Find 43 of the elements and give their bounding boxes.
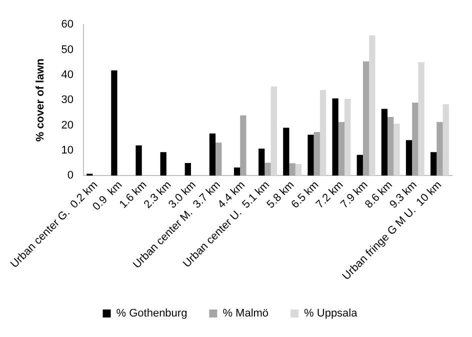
y-tick-label: 20 — [61, 119, 74, 132]
bar — [338, 122, 345, 176]
bar — [412, 102, 418, 176]
bar — [283, 128, 290, 176]
y-tick-label: 30 — [61, 94, 74, 106]
bar — [295, 164, 302, 176]
y-tick-label: 40 — [61, 68, 74, 81]
bar — [344, 98, 351, 176]
bar — [436, 122, 443, 176]
bar — [264, 162, 271, 176]
bar — [289, 163, 296, 176]
y-axis-title: % cover of lawn — [34, 58, 47, 142]
legend-label: % Gothenburg — [116, 308, 188, 320]
bar — [136, 145, 142, 176]
bar — [234, 168, 240, 176]
y-tick-label: 0 — [67, 170, 74, 182]
bar — [406, 140, 412, 176]
legend-label: % Malmö — [222, 308, 269, 320]
bar — [209, 134, 216, 176]
bar — [418, 62, 424, 176]
bar — [381, 108, 388, 176]
bar — [356, 154, 363, 176]
bar — [369, 35, 376, 176]
bar — [388, 116, 394, 176]
bar — [308, 134, 314, 176]
y-tick-label: 50 — [61, 44, 74, 56]
bar — [442, 104, 449, 176]
bar — [314, 132, 320, 176]
bar — [216, 142, 222, 176]
bar — [258, 148, 265, 176]
bar — [111, 70, 118, 176]
bar — [270, 86, 277, 176]
bar — [362, 61, 370, 176]
y-tick-label: 60 — [61, 18, 74, 31]
bar — [160, 152, 166, 176]
bar — [320, 90, 326, 176]
bar — [240, 115, 246, 176]
bar — [184, 162, 191, 176]
bar — [394, 124, 400, 176]
bar — [430, 152, 437, 176]
legend-label: % Uppsala — [304, 308, 358, 320]
y-tick-label: 10 — [61, 144, 74, 156]
bar — [332, 98, 338, 176]
